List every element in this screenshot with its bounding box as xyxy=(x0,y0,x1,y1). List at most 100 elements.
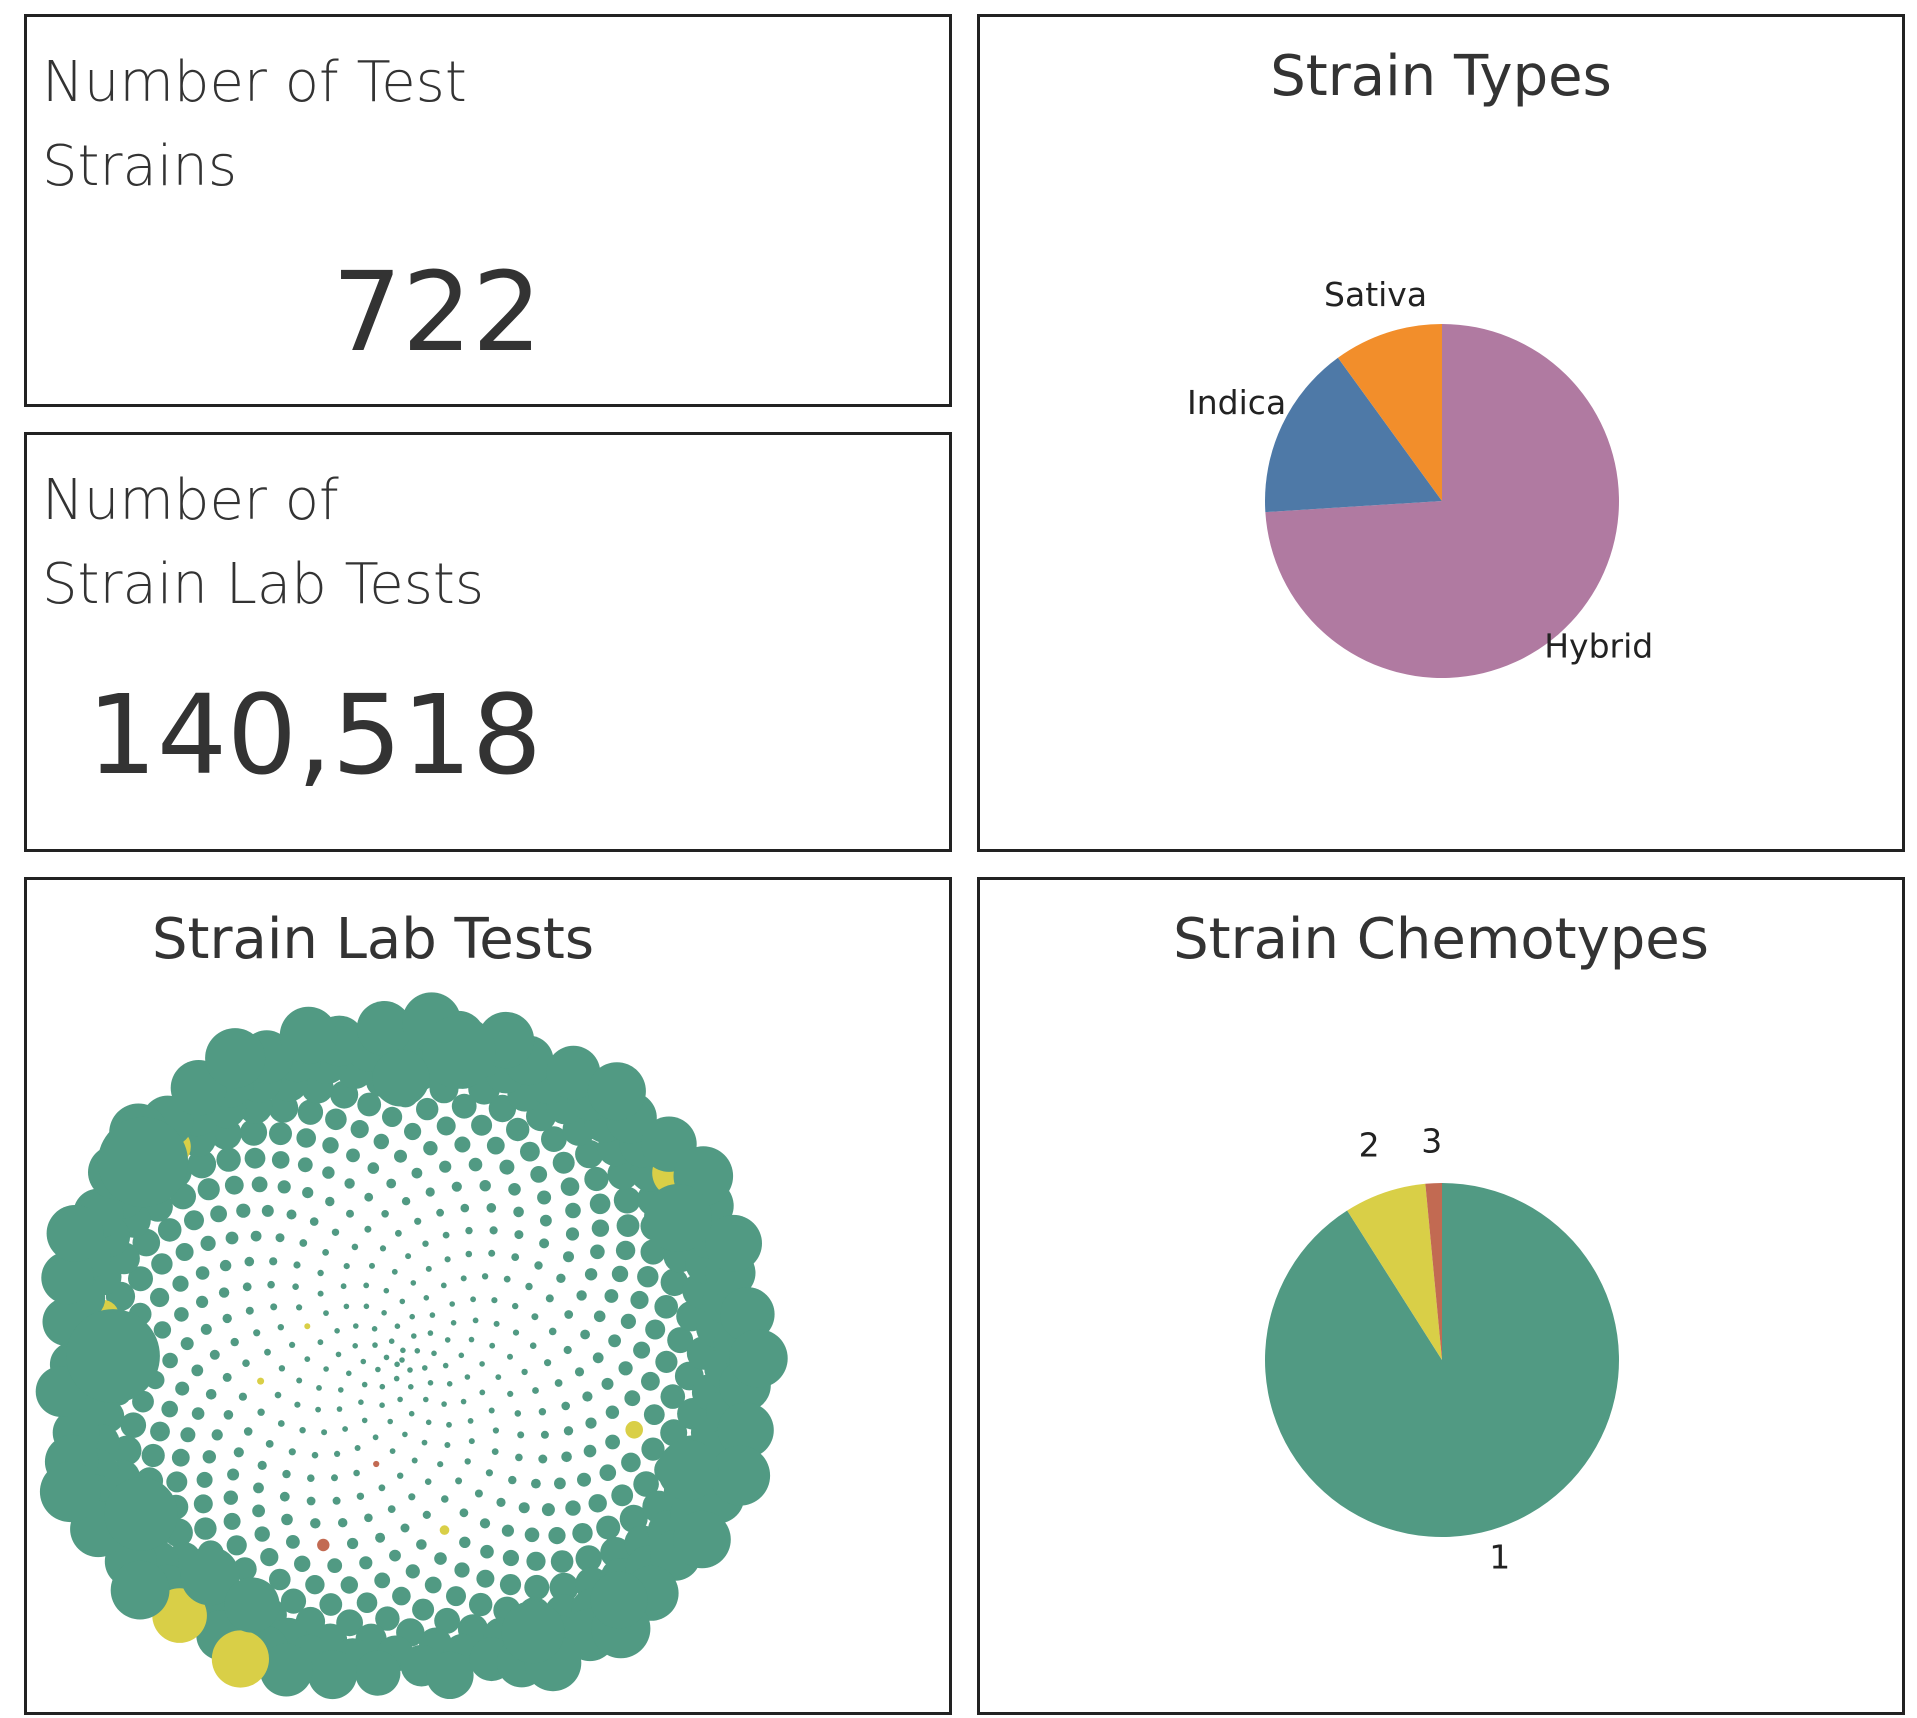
strain-bubble[interactable] xyxy=(541,1503,555,1517)
strain-bubble[interactable] xyxy=(322,1137,339,1154)
strain-bubble[interactable] xyxy=(166,1471,188,1493)
strain-bubble[interactable] xyxy=(388,1338,395,1344)
strain-bubble[interactable] xyxy=(296,1304,303,1311)
strain-bubble[interactable] xyxy=(399,1298,406,1305)
strain-bubble[interactable] xyxy=(414,1348,421,1354)
strain-bubble[interactable] xyxy=(630,1290,649,1310)
strain-bubble[interactable] xyxy=(41,1251,94,1305)
strain-bubble[interactable] xyxy=(363,1303,370,1310)
strain-bubble[interactable] xyxy=(538,1454,548,1464)
strain-bubble[interactable] xyxy=(261,1204,274,1217)
strain-bubble[interactable] xyxy=(434,1552,447,1565)
strain-bubble[interactable] xyxy=(585,1417,597,1429)
strain-bubble[interactable] xyxy=(277,1420,285,1427)
strain-bubble[interactable] xyxy=(361,1417,368,1424)
strain-bubble[interactable] xyxy=(422,1015,496,1089)
strain-bubble[interactable] xyxy=(269,1122,292,1146)
strain-bubble[interactable] xyxy=(379,1245,387,1252)
strain-bubble[interactable] xyxy=(405,1253,412,1260)
strain-bubble[interactable] xyxy=(353,1469,360,1477)
strain-bubble[interactable] xyxy=(180,1427,196,1443)
strain-bubble[interactable] xyxy=(546,1045,601,1100)
strain-bubble[interactable] xyxy=(499,1574,522,1596)
strain-bubble[interactable] xyxy=(605,1434,620,1450)
strain-bubble[interactable] xyxy=(488,1407,495,1414)
strain-bubble[interactable] xyxy=(364,1513,373,1523)
strain-bubble[interactable] xyxy=(224,1175,244,1195)
strain-bubble[interactable] xyxy=(305,1575,325,1595)
strain-bubble[interactable] xyxy=(233,1447,244,1458)
strain-bubble[interactable] xyxy=(637,1266,659,1288)
strain-bubble[interactable] xyxy=(633,1341,651,1359)
strain-bubble[interactable] xyxy=(387,1418,394,1425)
strain-bubble[interactable] xyxy=(346,1148,360,1163)
strain-bubble[interactable] xyxy=(411,1457,418,1464)
strain-bubble[interactable] xyxy=(400,1523,410,1533)
strain-bubble[interactable] xyxy=(274,1391,282,1399)
strain-bubble[interactable] xyxy=(422,1240,429,1247)
strain-bubble[interactable] xyxy=(529,1342,537,1349)
strain-bubble[interactable] xyxy=(175,1381,190,1396)
strain-bubble[interactable] xyxy=(311,1451,319,1459)
strain-bubble[interactable] xyxy=(120,1412,147,1438)
strain-bubble[interactable] xyxy=(729,1329,788,1388)
strain-bubble[interactable] xyxy=(319,1593,343,1616)
strain-chemotypes-slice-3[interactable] xyxy=(1425,1183,1442,1360)
strain-bubble[interactable] xyxy=(588,1494,607,1513)
strain-bubble[interactable] xyxy=(254,1526,270,1542)
strain-bubble[interactable] xyxy=(493,1320,500,1327)
strain-bubble[interactable] xyxy=(409,1313,416,1320)
strain-bubble[interactable] xyxy=(322,1249,329,1256)
strain-bubble[interactable] xyxy=(633,1471,659,1497)
strain-bubble[interactable] xyxy=(427,1380,434,1386)
strain-bubble[interactable] xyxy=(515,1453,523,1462)
strain-bubble[interactable] xyxy=(583,1444,597,1458)
strain-bubble[interactable] xyxy=(459,1508,469,1518)
strain-bubble[interactable] xyxy=(257,1377,265,1385)
strain-bubble[interactable] xyxy=(436,1116,456,1136)
strain-bubble[interactable] xyxy=(323,1310,329,1316)
strain-bubble[interactable] xyxy=(526,1551,546,1571)
strain-bubble[interactable] xyxy=(371,1326,378,1332)
strain-bubble[interactable] xyxy=(321,1429,328,1436)
strain-bubble[interactable] xyxy=(400,1347,406,1354)
strain-bubble[interactable] xyxy=(297,1099,324,1125)
strain-bubble[interactable] xyxy=(294,1555,311,1572)
strain-bubble[interactable] xyxy=(425,1187,435,1197)
strain-bubble[interactable] xyxy=(431,1350,437,1357)
strain-bubble[interactable] xyxy=(383,1354,390,1361)
strain-bubble[interactable] xyxy=(720,1287,775,1342)
strain-bubble[interactable] xyxy=(352,1343,359,1349)
strain-bubble[interactable] xyxy=(436,1208,444,1217)
strain-bubble[interactable] xyxy=(317,1538,330,1552)
strain-bubble[interactable] xyxy=(238,1392,247,1401)
strain-bubble[interactable] xyxy=(444,1256,451,1263)
strain-bubble[interactable] xyxy=(387,1505,396,1513)
strain-bubble[interactable] xyxy=(335,1351,342,1358)
strain-bubble[interactable] xyxy=(373,1460,380,1468)
strain-bubble[interactable] xyxy=(240,1118,268,1146)
strain-bubble[interactable] xyxy=(501,1600,565,1664)
strain-bubble[interactable] xyxy=(194,1517,217,1540)
strain-bubble[interactable] xyxy=(465,1250,473,1258)
strain-bubble[interactable] xyxy=(506,1117,530,1142)
strain-bubble[interactable] xyxy=(596,1515,621,1540)
strain-bubble[interactable] xyxy=(489,1342,496,1349)
strain-bubble[interactable] xyxy=(292,1283,299,1290)
strain-bubble[interactable] xyxy=(356,1001,412,1056)
strain-bubble[interactable] xyxy=(479,1361,485,1367)
strain-bubble[interactable] xyxy=(416,1097,439,1121)
strain-bubble[interactable] xyxy=(191,1364,204,1377)
strain-bubble[interactable] xyxy=(236,1203,251,1218)
strain-bubble[interactable] xyxy=(196,1471,213,1488)
strain-bubble[interactable] xyxy=(289,1341,296,1348)
strain-bubble[interactable] xyxy=(200,1323,212,1335)
strain-bubble[interactable] xyxy=(590,1244,605,1260)
strain-bubble[interactable] xyxy=(561,1401,570,1411)
strain-bubble[interactable] xyxy=(323,1366,329,1372)
strain-bubble[interactable] xyxy=(245,1306,254,1315)
strain-bubble[interactable] xyxy=(437,1461,444,1468)
strain-bubble[interactable] xyxy=(379,1383,386,1390)
strain-bubble[interactable] xyxy=(502,1549,519,1567)
strain-bubble[interactable] xyxy=(471,1114,493,1136)
